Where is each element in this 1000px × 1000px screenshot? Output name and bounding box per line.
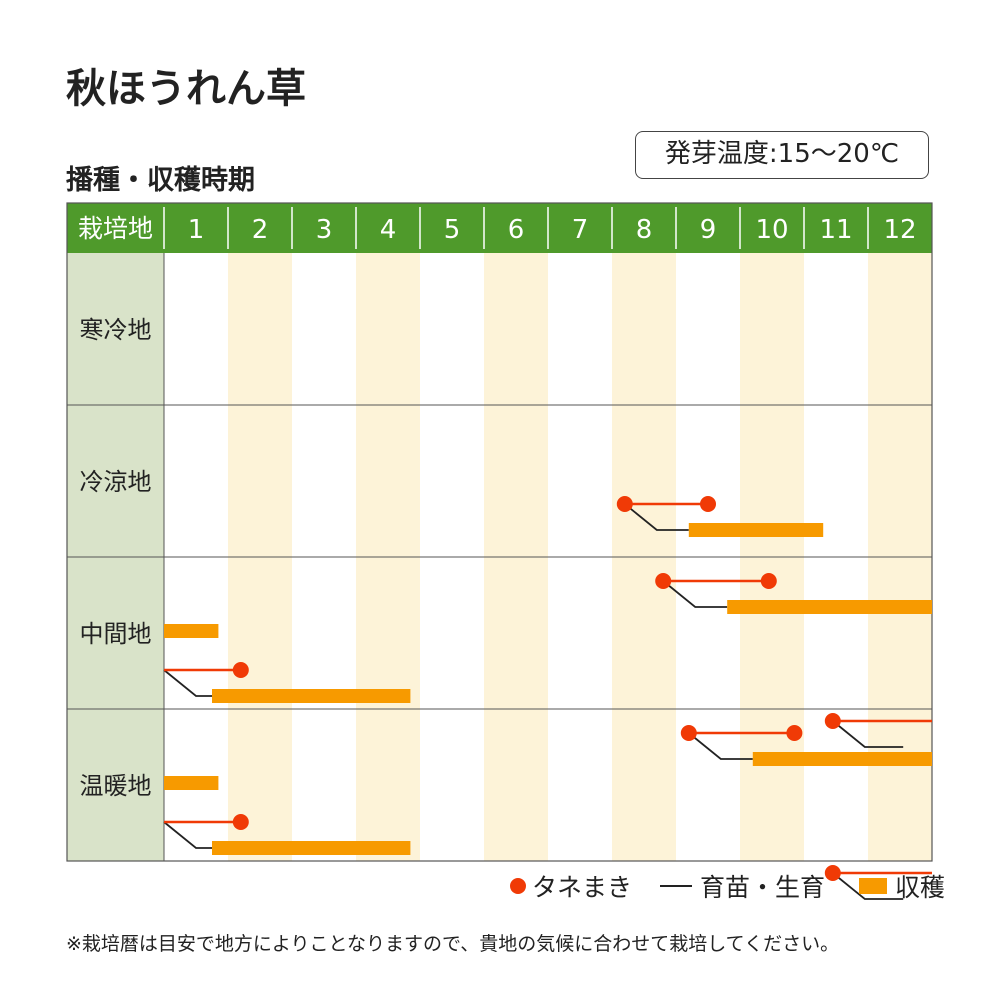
sowing-dot bbox=[655, 573, 672, 589]
legend: タネまき 育苗・生育 収穫 bbox=[510, 868, 945, 904]
sowing-dot bbox=[232, 662, 249, 678]
sowing-dot bbox=[616, 496, 633, 512]
germination-temperature-badge: 発芽温度:15〜20℃ bbox=[635, 131, 929, 179]
footnote: ※栽培暦は目安で地方によりことなりますので、貴地の気候に合わせて栽培してください… bbox=[66, 933, 840, 955]
growth-line bbox=[662, 580, 728, 608]
harvest-bar bbox=[164, 624, 219, 638]
region-label: 中間地 bbox=[80, 620, 152, 648]
legend-label-sowing: タネまき bbox=[532, 873, 633, 902]
sowing-dot bbox=[824, 713, 841, 729]
region-label: 寒冷地 bbox=[80, 316, 152, 344]
month-tick-label: 12 bbox=[883, 215, 916, 245]
growth-line bbox=[163, 821, 212, 849]
legend-item-growth: 育苗・生育 bbox=[660, 868, 825, 904]
sowing-dot bbox=[700, 496, 716, 512]
sowing-dot bbox=[680, 725, 697, 741]
sowing-dot-icon bbox=[510, 878, 526, 894]
legend-label-harvest: 収穫 bbox=[895, 873, 946, 902]
page-title: 秋ほうれん草 bbox=[66, 66, 306, 112]
growth-line bbox=[688, 732, 753, 760]
region-label: 冷涼地 bbox=[80, 468, 152, 496]
harvest-bar bbox=[212, 841, 411, 855]
month-tick-label: 1 bbox=[188, 215, 205, 245]
sowing-dot bbox=[786, 725, 803, 741]
harvest-bar bbox=[164, 776, 219, 790]
growth-line bbox=[163, 669, 212, 697]
harvest-bar bbox=[212, 689, 411, 703]
harvest-bar-icon bbox=[859, 878, 888, 894]
sowing-dot bbox=[760, 573, 777, 589]
month-tick-label: 9 bbox=[700, 215, 717, 245]
chart-subtitle: 播種・収穫時期 bbox=[66, 165, 255, 196]
legend-label-growth: 育苗・生育 bbox=[700, 873, 826, 902]
sowing-dot bbox=[232, 814, 249, 830]
header-bar bbox=[67, 203, 932, 253]
month-tick-label: 2 bbox=[252, 215, 269, 245]
corner-label: 栽培地 bbox=[78, 214, 153, 243]
region-label: 温暖地 bbox=[80, 772, 152, 800]
month-tick-label: 4 bbox=[380, 215, 397, 245]
month-tick-label: 11 bbox=[819, 215, 852, 245]
legend-item-harvest: 収穫 bbox=[859, 868, 945, 904]
month-tick-label: 7 bbox=[572, 215, 589, 245]
harvest-bar bbox=[688, 523, 824, 537]
growth-line bbox=[832, 720, 904, 748]
harvest-bar bbox=[752, 752, 932, 766]
harvest-bar bbox=[727, 600, 932, 614]
month-tick-label: 5 bbox=[444, 215, 461, 245]
sowing-dot bbox=[824, 865, 841, 881]
month-tick-label: 6 bbox=[508, 215, 525, 245]
month-tick-label: 10 bbox=[755, 215, 788, 245]
growth-line bbox=[624, 503, 689, 531]
chart-frame bbox=[66, 202, 933, 862]
growth-line bbox=[832, 872, 904, 900]
month-tick-label: 8 bbox=[636, 215, 653, 245]
growth-line-icon bbox=[660, 885, 693, 887]
month-tick-label: 3 bbox=[316, 215, 333, 245]
legend-item-sowing: タネまき bbox=[510, 868, 632, 904]
